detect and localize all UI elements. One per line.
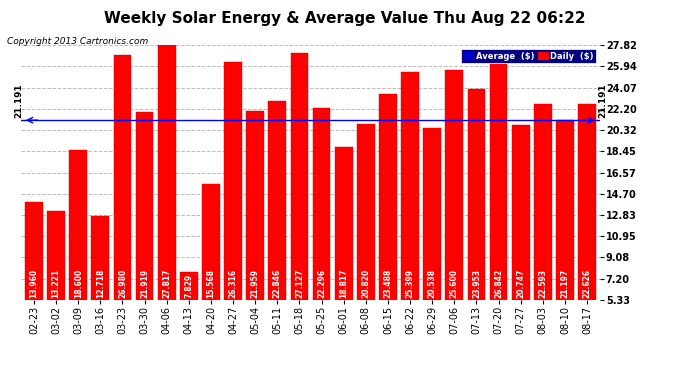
Bar [401, 72, 419, 360]
Bar [92, 216, 109, 360]
Bar [357, 124, 375, 360]
Text: 21.959: 21.959 [250, 269, 259, 298]
Text: Weekly Solar Energy & Average Value Thu Aug 22 06:22: Weekly Solar Energy & Average Value Thu … [104, 11, 586, 26]
Text: 22.846: 22.846 [273, 268, 282, 298]
Bar [114, 54, 131, 360]
Text: 22.626: 22.626 [582, 268, 591, 298]
Bar [512, 125, 529, 360]
Text: 25.399: 25.399 [406, 269, 415, 298]
Bar [556, 120, 574, 360]
Text: 18.817: 18.817 [339, 268, 348, 298]
Text: 7.829: 7.829 [184, 274, 193, 298]
Bar [490, 56, 507, 360]
Text: 22.296: 22.296 [317, 268, 326, 298]
Text: 15.568: 15.568 [206, 269, 215, 298]
Text: 21.191: 21.191 [598, 84, 607, 118]
Bar [335, 147, 353, 360]
Bar [158, 45, 175, 360]
Bar [268, 101, 286, 360]
Text: 20.747: 20.747 [516, 268, 525, 298]
Text: 20.820: 20.820 [362, 268, 371, 298]
Text: 22.593: 22.593 [538, 269, 547, 298]
Text: 23.953: 23.953 [472, 269, 481, 298]
Text: 27.127: 27.127 [295, 268, 304, 298]
Text: 12.718: 12.718 [96, 268, 105, 298]
Text: 26.980: 26.980 [118, 268, 127, 298]
Legend: Average  ($), Daily  ($): Average ($), Daily ($) [461, 49, 596, 63]
Text: 26.842: 26.842 [494, 268, 503, 298]
Text: 18.600: 18.600 [74, 268, 83, 298]
Text: 27.817: 27.817 [162, 268, 171, 298]
Text: 26.316: 26.316 [228, 268, 237, 298]
Text: 21.197: 21.197 [560, 268, 569, 298]
Text: 13.960: 13.960 [30, 268, 39, 298]
Bar [47, 210, 65, 360]
Bar [379, 94, 397, 360]
Bar [534, 104, 551, 360]
Bar [578, 104, 596, 360]
Bar [25, 202, 43, 360]
Bar [468, 89, 485, 360]
Bar [446, 70, 463, 360]
Text: 21.191: 21.191 [14, 84, 23, 118]
Bar [313, 108, 331, 360]
Text: 21.919: 21.919 [140, 268, 149, 298]
Bar [70, 150, 87, 360]
Text: Copyright 2013 Cartronics.com: Copyright 2013 Cartronics.com [7, 38, 148, 46]
Bar [224, 62, 242, 360]
Bar [246, 111, 264, 360]
Bar [180, 272, 197, 360]
Bar [290, 53, 308, 360]
Bar [202, 184, 220, 360]
Text: 20.538: 20.538 [428, 268, 437, 298]
Bar [136, 112, 153, 360]
Text: 25.600: 25.600 [450, 269, 459, 298]
Bar [424, 128, 441, 360]
Text: 13.221: 13.221 [52, 268, 61, 298]
Text: 23.488: 23.488 [384, 268, 393, 298]
